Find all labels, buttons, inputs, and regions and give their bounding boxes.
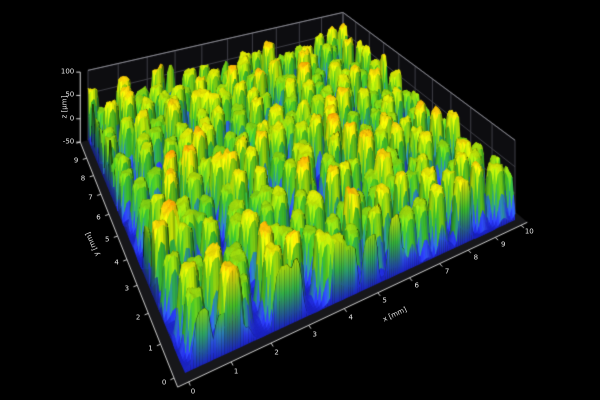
surface-plot-canvas[interactable] xyxy=(0,0,600,400)
surface-plot-figure: x [mm] y [mm] z [µm] 0 1 2 3 4 5 6 7 8 9 10 0 1 2 3 4 5 6… xyxy=(0,0,600,400)
